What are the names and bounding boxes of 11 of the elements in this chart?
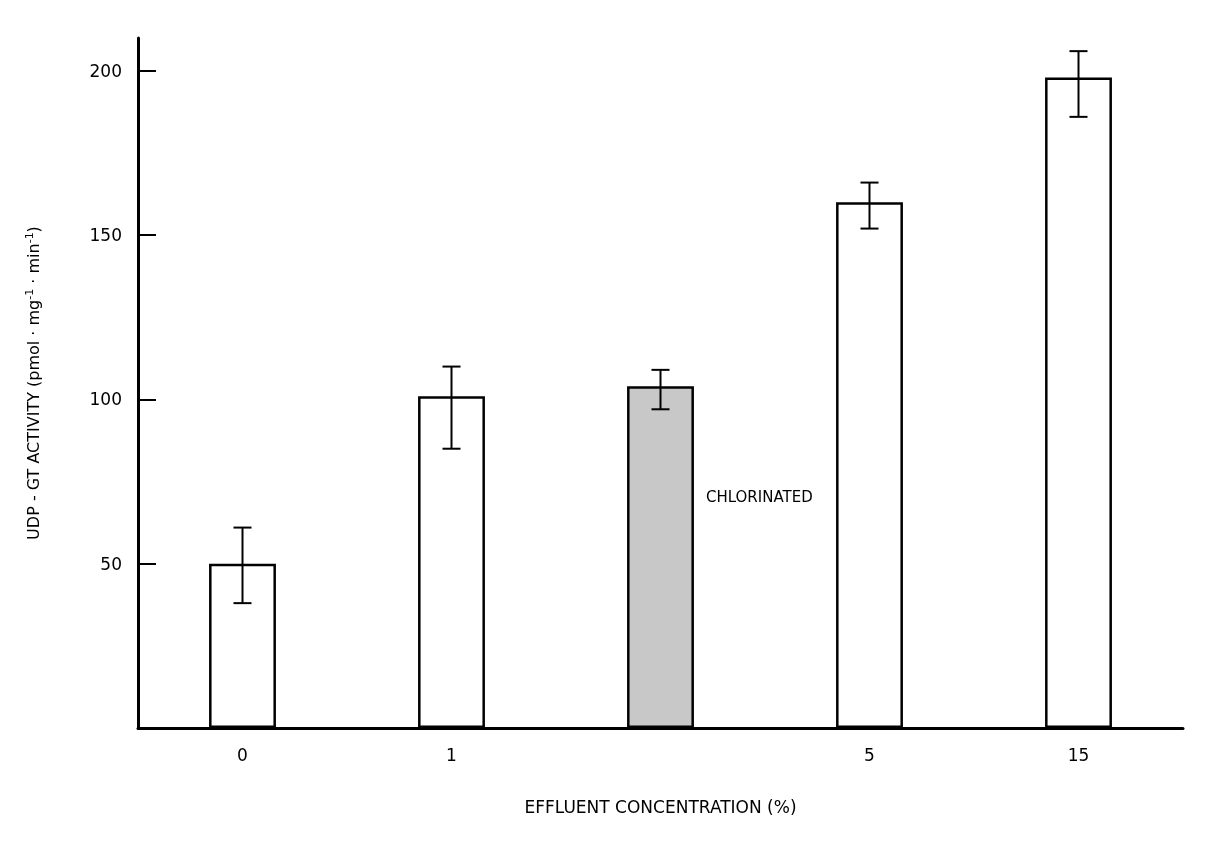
y-tick-label: 150 xyxy=(89,225,122,246)
x-tick-label: 15 xyxy=(1067,744,1090,765)
y-axis-title: UDP - GT ACTIVITY (pmol · mg-1 · min-1) xyxy=(23,226,43,540)
series-label: CHLORINATED xyxy=(705,488,813,507)
y-tick-label: 50 xyxy=(100,553,122,574)
y-tick-label: 100 xyxy=(89,389,122,410)
x-axis-title: EFFLUENT CONCENTRATION (%) xyxy=(524,796,797,817)
x-tick-label: 0 xyxy=(237,744,248,765)
y-tick-label: 200 xyxy=(89,60,122,81)
x-tick-label: 1 xyxy=(446,744,457,765)
x-tick-label: 5 xyxy=(864,744,875,765)
